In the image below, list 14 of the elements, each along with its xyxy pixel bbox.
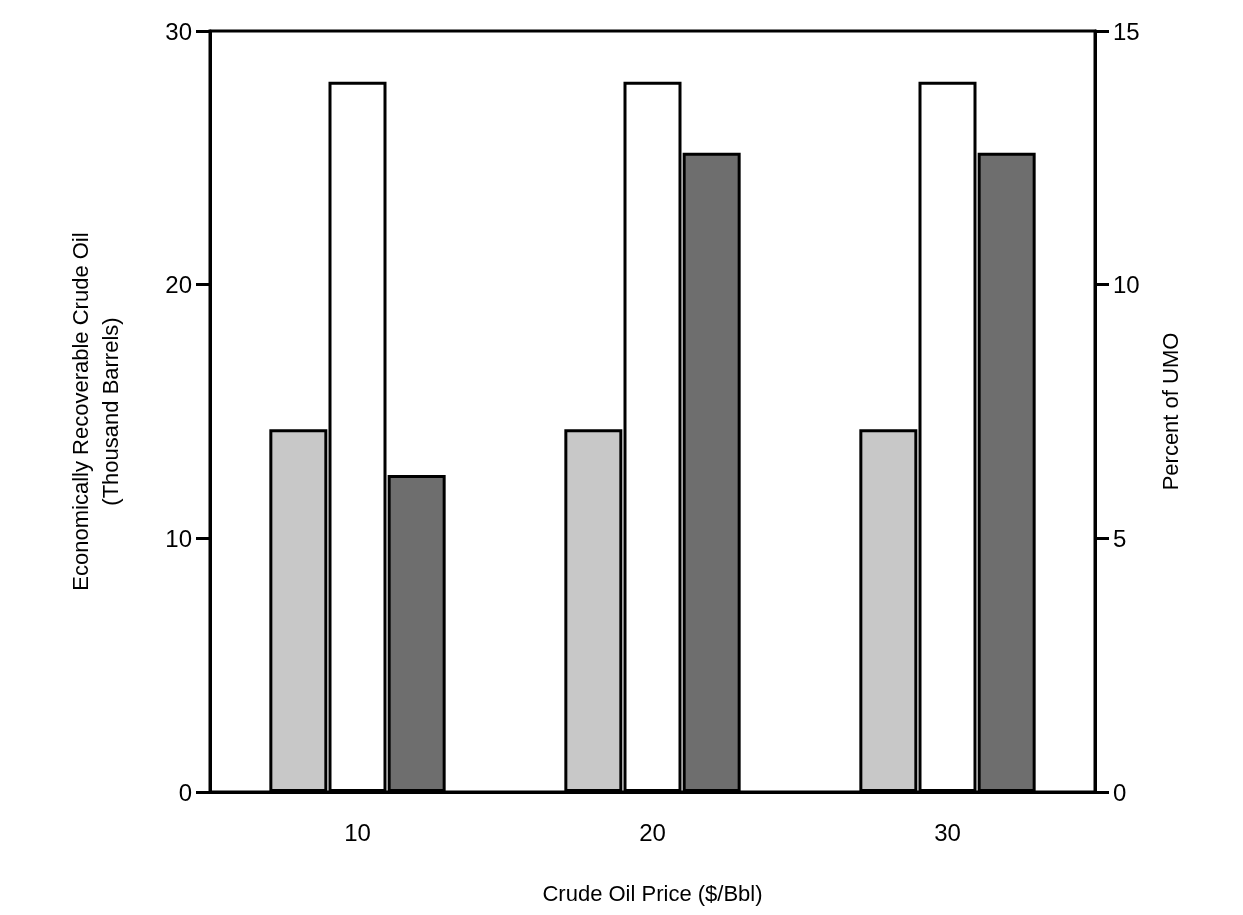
y-tick-label: 0 [178,778,192,806]
y2-tick-label: 15 [1113,17,1140,45]
x-tick-label: 30 [934,818,961,846]
x-tick-label: 10 [344,818,371,846]
y2-tick-label: 5 [1113,524,1127,552]
y-tick-label: 20 [165,271,192,299]
x-axis-title: Crude Oil Price ($/Bbl) [542,880,763,906]
y2-axis-title: Percent of UMO [1157,332,1183,491]
y2-tick-label: 0 [1113,778,1127,806]
y-axis-title: Economically Recoverable Crude Oil (Thousand Barrels) [67,232,123,591]
y-tick-label: 10 [165,524,192,552]
y-tick-label: 30 [165,17,192,45]
y2-tick-label: 10 [1113,271,1140,299]
x-tick-label: 20 [639,818,666,846]
